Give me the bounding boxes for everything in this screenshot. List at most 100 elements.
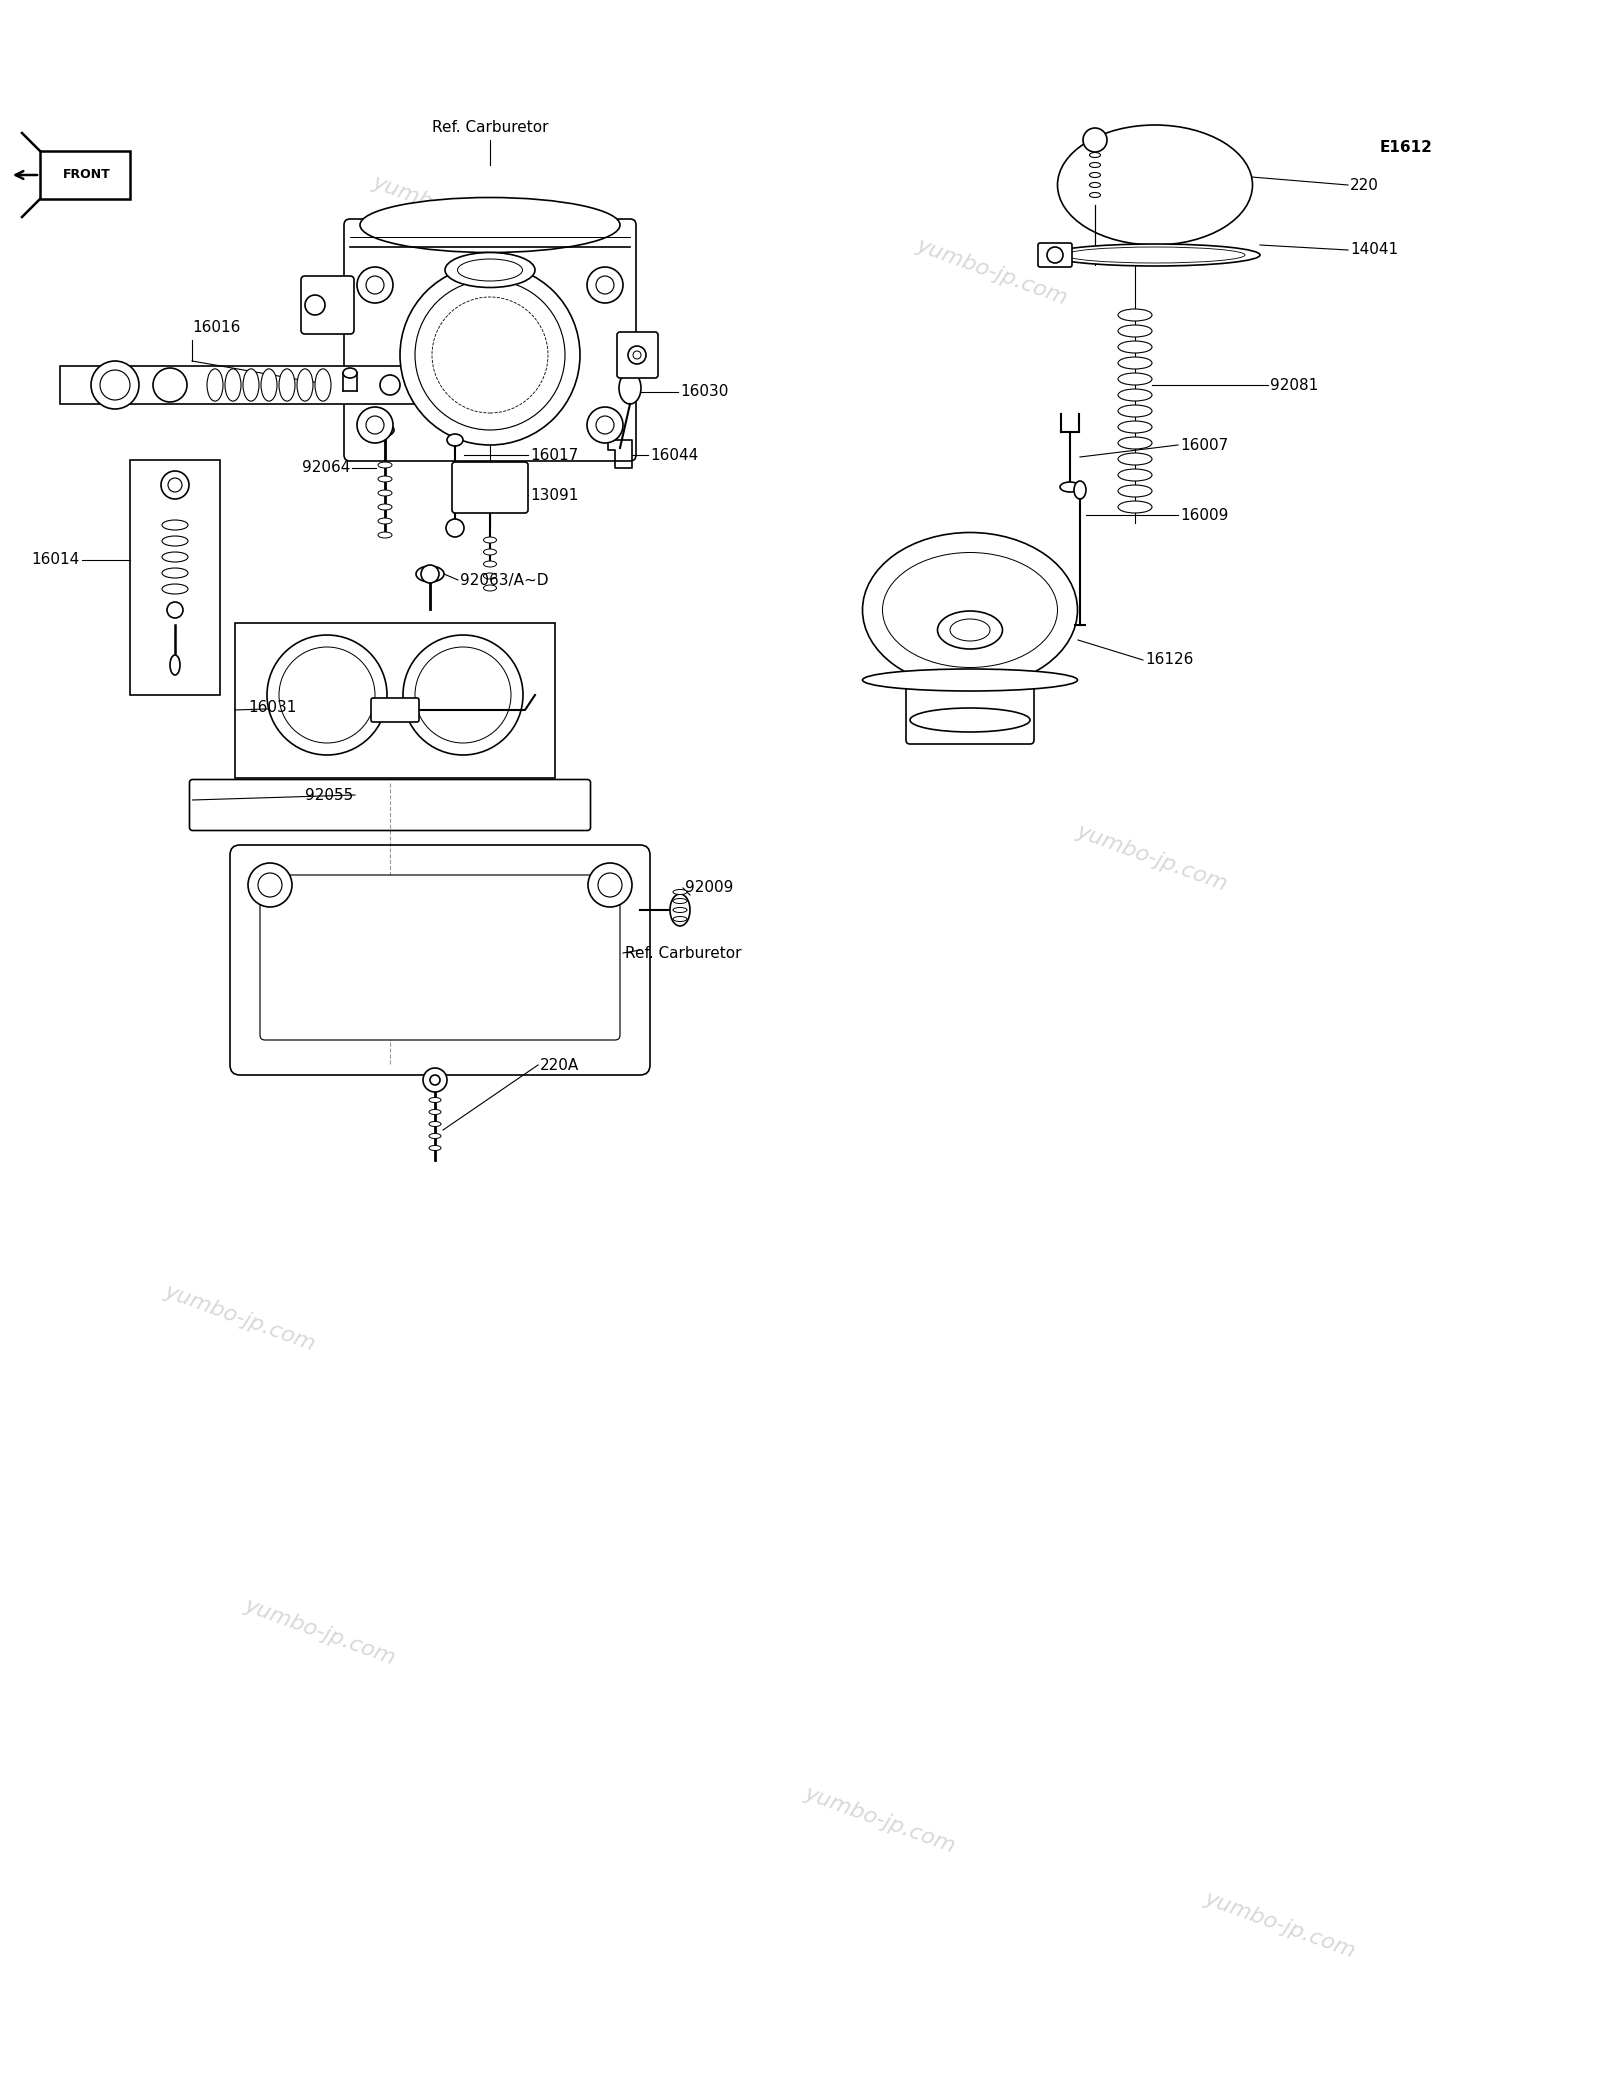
Ellipse shape <box>1118 341 1152 354</box>
Circle shape <box>400 266 579 446</box>
Text: 16126: 16126 <box>1146 653 1194 667</box>
Ellipse shape <box>378 462 392 469</box>
Text: 92064: 92064 <box>302 460 350 475</box>
Ellipse shape <box>483 573 496 579</box>
Text: 220A: 220A <box>541 1056 579 1073</box>
Ellipse shape <box>1118 437 1152 450</box>
Circle shape <box>366 416 384 433</box>
Ellipse shape <box>910 707 1030 732</box>
Text: yumbo-jp.com: yumbo-jp.com <box>242 1594 398 1669</box>
Ellipse shape <box>378 504 392 510</box>
Circle shape <box>446 519 464 538</box>
Ellipse shape <box>1118 310 1152 320</box>
Ellipse shape <box>278 368 294 402</box>
Circle shape <box>357 408 394 444</box>
Circle shape <box>595 416 614 433</box>
Circle shape <box>1083 128 1107 153</box>
Text: yumbo-jp.com: yumbo-jp.com <box>162 1280 318 1356</box>
Ellipse shape <box>1090 163 1101 167</box>
Circle shape <box>168 477 182 492</box>
Text: 16009: 16009 <box>1181 508 1229 523</box>
Text: Ref. Carburetor: Ref. Carburetor <box>626 946 741 960</box>
Ellipse shape <box>1118 485 1152 498</box>
Ellipse shape <box>1118 372 1152 385</box>
Ellipse shape <box>378 477 392 481</box>
Bar <box>40 151 130 199</box>
FancyBboxPatch shape <box>618 333 658 379</box>
FancyBboxPatch shape <box>259 874 621 1040</box>
Circle shape <box>430 1075 440 1086</box>
FancyBboxPatch shape <box>189 780 590 831</box>
Ellipse shape <box>862 669 1077 690</box>
Circle shape <box>634 351 642 360</box>
FancyBboxPatch shape <box>371 699 419 722</box>
FancyBboxPatch shape <box>230 845 650 1075</box>
Ellipse shape <box>1059 481 1080 492</box>
Ellipse shape <box>1090 153 1101 157</box>
Circle shape <box>258 872 282 897</box>
Ellipse shape <box>261 368 277 402</box>
Ellipse shape <box>162 569 189 577</box>
Text: yumbo-jp.com: yumbo-jp.com <box>370 172 526 247</box>
Circle shape <box>381 374 400 395</box>
Text: 220: 220 <box>1350 178 1379 192</box>
Circle shape <box>627 345 646 364</box>
Ellipse shape <box>445 253 534 287</box>
Text: Ref. Carburetor: Ref. Carburetor <box>432 121 549 136</box>
Ellipse shape <box>1118 500 1152 513</box>
Ellipse shape <box>1118 454 1152 464</box>
Ellipse shape <box>378 490 392 496</box>
Ellipse shape <box>162 584 189 594</box>
Ellipse shape <box>376 425 394 435</box>
Ellipse shape <box>674 889 686 895</box>
Ellipse shape <box>483 548 496 554</box>
Text: 16016: 16016 <box>192 320 240 335</box>
Circle shape <box>91 362 139 410</box>
Circle shape <box>421 565 438 584</box>
Ellipse shape <box>1050 245 1261 266</box>
Text: 92063/A~D: 92063/A~D <box>461 573 549 588</box>
Ellipse shape <box>429 1134 442 1138</box>
Ellipse shape <box>1118 324 1152 337</box>
Ellipse shape <box>1090 172 1101 178</box>
Ellipse shape <box>162 536 189 546</box>
Circle shape <box>162 471 189 500</box>
FancyBboxPatch shape <box>301 276 354 335</box>
Text: 92009: 92009 <box>685 881 733 895</box>
Ellipse shape <box>298 368 314 402</box>
Circle shape <box>154 368 187 402</box>
Circle shape <box>278 646 374 743</box>
Circle shape <box>1046 247 1062 264</box>
Text: 92055: 92055 <box>306 787 354 803</box>
Circle shape <box>414 280 565 431</box>
Ellipse shape <box>458 259 523 280</box>
Circle shape <box>414 646 510 743</box>
Text: 92081: 92081 <box>1270 377 1318 393</box>
Ellipse shape <box>1058 126 1253 245</box>
Ellipse shape <box>1118 389 1152 402</box>
FancyBboxPatch shape <box>453 462 528 513</box>
Text: yumbo-jp.com: yumbo-jp.com <box>802 1782 958 1858</box>
Ellipse shape <box>378 531 392 538</box>
Ellipse shape <box>1074 481 1086 500</box>
Ellipse shape <box>429 1109 442 1115</box>
Circle shape <box>267 636 387 755</box>
Circle shape <box>432 297 547 412</box>
Text: FRONT: FRONT <box>62 169 110 182</box>
Ellipse shape <box>446 433 462 446</box>
Circle shape <box>422 1069 446 1092</box>
FancyBboxPatch shape <box>906 676 1034 745</box>
Ellipse shape <box>243 368 259 402</box>
Circle shape <box>306 295 325 316</box>
Ellipse shape <box>342 368 357 379</box>
Ellipse shape <box>483 561 496 567</box>
Ellipse shape <box>883 552 1058 667</box>
Ellipse shape <box>162 521 189 529</box>
Ellipse shape <box>483 586 496 592</box>
Text: yumbo-jp.com: yumbo-jp.com <box>1074 820 1230 895</box>
Circle shape <box>166 602 182 617</box>
Ellipse shape <box>378 519 392 523</box>
Text: 14041: 14041 <box>1350 243 1398 257</box>
Ellipse shape <box>862 533 1077 688</box>
Ellipse shape <box>674 908 686 912</box>
